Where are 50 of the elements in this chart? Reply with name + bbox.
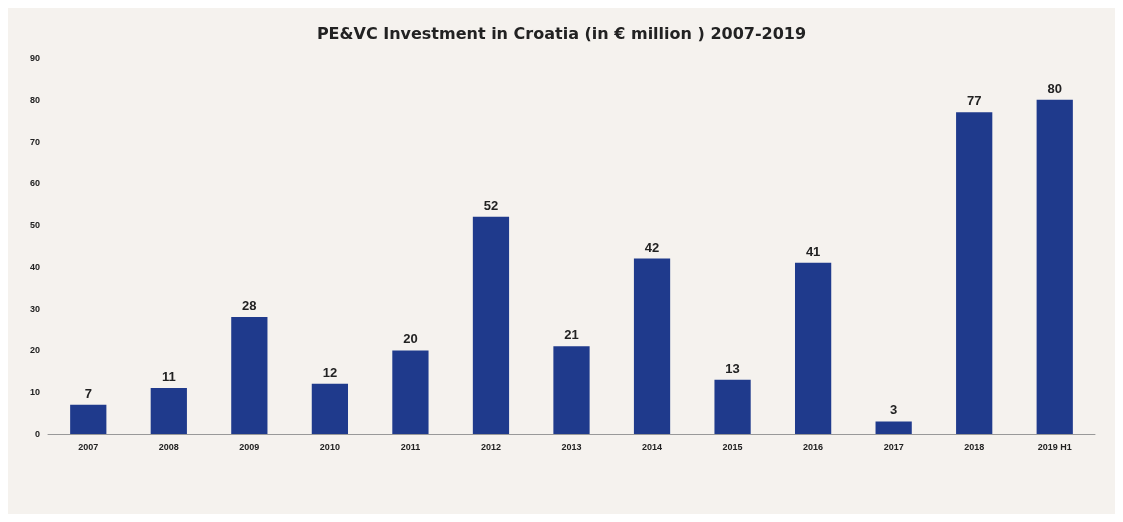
y-tick-label: 90 xyxy=(29,53,40,63)
x-tick-label: 2016 xyxy=(803,441,824,452)
data-label: 7 xyxy=(84,385,92,401)
x-tick-label: 2014 xyxy=(642,441,663,452)
data-label: 41 xyxy=(805,243,821,259)
data-label: 52 xyxy=(483,197,499,213)
bar xyxy=(472,216,510,434)
x-tick-label: 2010 xyxy=(319,441,340,452)
data-label: 20 xyxy=(403,331,418,347)
bar xyxy=(633,258,671,434)
data-label: 77 xyxy=(966,93,982,109)
data-label: 13 xyxy=(725,360,740,376)
chart-title: PE&VC Investment in Croatia (in € million ) 2007-2019 xyxy=(316,23,807,43)
data-label: 21 xyxy=(564,327,579,343)
y-tick-label: 60 xyxy=(29,178,40,189)
x-tick-label: 2009 xyxy=(239,441,260,452)
x-tick-label: 2017 xyxy=(883,441,904,452)
data-label: 28 xyxy=(242,298,257,314)
data-label: 12 xyxy=(322,364,338,380)
bar xyxy=(392,350,429,434)
x-tick-label: 2011 xyxy=(400,441,421,452)
bar xyxy=(875,421,912,434)
y-tick-label: 70 xyxy=(29,136,40,147)
x-tick-label: 2008 xyxy=(158,441,179,452)
data-label: 3 xyxy=(890,402,898,418)
y-tick-label: 40 xyxy=(29,261,40,272)
x-tick-label: 2007 xyxy=(78,441,99,452)
bar xyxy=(956,112,993,434)
data-label: 80 xyxy=(1047,80,1062,96)
y-tick-label: 10 xyxy=(29,387,40,398)
bar xyxy=(150,388,187,434)
x-tick-label: 2018 xyxy=(964,441,985,452)
x-tick-label: 2015 xyxy=(722,441,743,452)
bar xyxy=(553,346,590,434)
data-label: 42 xyxy=(644,239,660,255)
x-tick-label: 2012 xyxy=(480,441,501,452)
bar xyxy=(311,383,349,434)
x-tick-label: 2019 H1 xyxy=(1037,441,1072,452)
bar xyxy=(1036,99,1073,434)
y-tick-label: 20 xyxy=(29,345,40,356)
data-label: 11 xyxy=(161,369,176,385)
bar xyxy=(794,262,832,434)
y-tick-label: 50 xyxy=(29,220,40,231)
y-tick-label: 80 xyxy=(29,94,40,105)
bar xyxy=(714,379,751,434)
bar xyxy=(231,317,268,434)
bar xyxy=(70,404,107,434)
y-tick-label: 30 xyxy=(29,303,40,314)
y-tick-label: 0 xyxy=(34,429,40,439)
x-tick-label: 2013 xyxy=(561,441,582,452)
